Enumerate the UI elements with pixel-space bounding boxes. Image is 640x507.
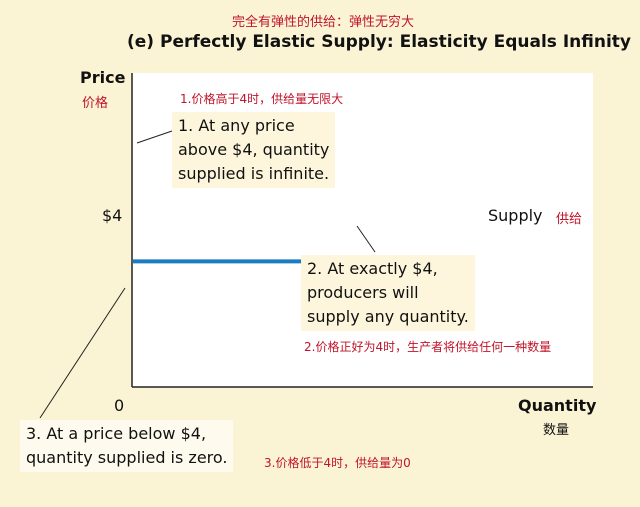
y-tick-label-4: $4	[102, 206, 123, 225]
y-axis-label: Price	[80, 68, 126, 87]
annotation-3-line-2: quantity supplied is zero.	[26, 448, 228, 467]
annotation-1-leader	[136, 130, 173, 144]
supply-series-label-cn: 供给	[556, 212, 583, 227]
annotation-3-cn: 3.价格低于4时，供给量为0	[264, 456, 411, 470]
annotation-2-line-2: producers will	[307, 283, 419, 302]
annotation-1-line-3: supplied is infinite.	[178, 164, 330, 183]
annotation-3-line-1: 3. At a price below $4,	[26, 424, 207, 443]
annotation-2: 2. At exactly $4, producers will supply …	[301, 255, 475, 331]
y-axis-label-cn: 价格	[82, 96, 109, 111]
annotation-1-line-2: above $4, quantity	[178, 140, 330, 159]
annotation-1: 1. At any price above $4, quantity suppl…	[172, 112, 336, 188]
origin-label: 0	[114, 396, 125, 415]
chart-title-cn: 完全有弹性的供给：弹性无穷大	[232, 15, 415, 30]
supply-series-label: Supply	[488, 206, 543, 225]
x-axis-label: Quantity	[518, 396, 597, 415]
annotation-1-cn: 1.价格高于4时，供给量无限大	[180, 92, 344, 106]
x-axis-label-cn: 数量	[543, 423, 570, 438]
annotation-3-leader	[39, 287, 126, 419]
annotation-2-cn: 2.价格正好为4时，生产者将供给任何一种数量	[304, 340, 552, 354]
annotation-2-line-3: supply any quantity.	[307, 307, 469, 326]
annotation-2-line-1: 2. At exactly $4,	[307, 259, 438, 278]
chart-title: (e) Perfectly Elastic Supply: Elasticity…	[127, 32, 632, 52]
annotation-1-line-1: 1. At any price	[178, 116, 295, 135]
annotation-2-leader	[356, 225, 376, 253]
annotation-3: 3. At a price below $4, quantity supplie…	[20, 420, 234, 472]
